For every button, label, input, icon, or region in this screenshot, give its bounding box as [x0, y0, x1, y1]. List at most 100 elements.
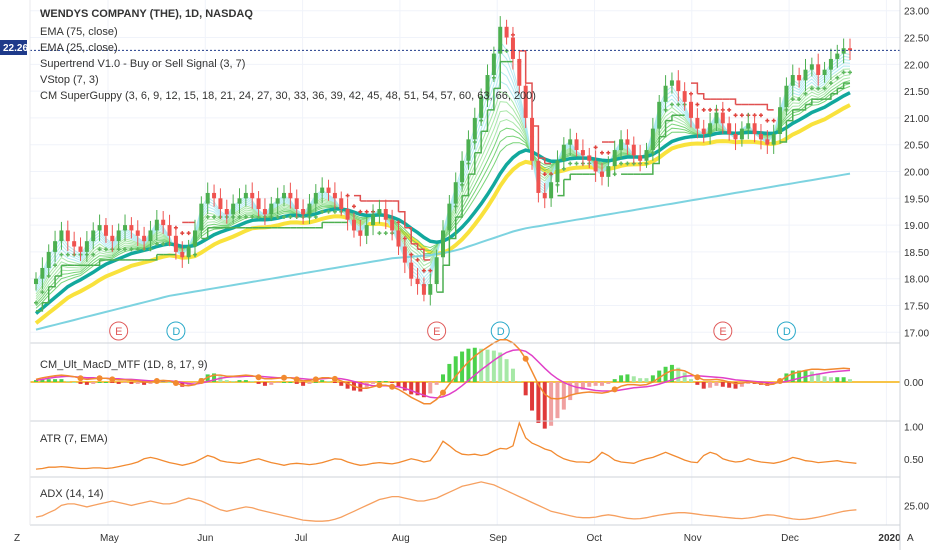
candle-body[interactable]: [555, 160, 560, 183]
macd-histogram-bar[interactable]: [65, 381, 70, 383]
candle-body[interactable]: [720, 112, 725, 124]
macd-histogram-bar[interactable]: [396, 382, 401, 387]
candle-body[interactable]: [510, 37, 515, 59]
macd-histogram-bar[interactable]: [371, 382, 376, 384]
candle-body[interactable]: [778, 107, 783, 134]
macd-histogram-bar[interactable]: [415, 382, 420, 396]
candle-body[interactable]: [345, 209, 350, 220]
macd-histogram-bar[interactable]: [549, 382, 554, 426]
macd-histogram-bar[interactable]: [256, 382, 261, 384]
macd-cross-dot[interactable]: [440, 389, 446, 396]
macd-cross-dot[interactable]: [172, 380, 179, 387]
macd-histogram-bar[interactable]: [491, 350, 496, 382]
macd-cross-dot[interactable]: [312, 376, 319, 383]
candle-body[interactable]: [498, 26, 503, 54]
candle-body[interactable]: [848, 48, 852, 51]
macd-histogram-bar[interactable]: [689, 379, 694, 382]
macd-histogram-bar[interactable]: [720, 382, 725, 387]
legend-ema25[interactable]: EMA (25, close): [40, 42, 118, 54]
macd-histogram-bar[interactable]: [739, 382, 744, 387]
candle-body[interactable]: [790, 75, 795, 86]
candle-body[interactable]: [695, 117, 700, 129]
candle-body[interactable]: [625, 139, 630, 145]
candle-body[interactable]: [580, 150, 585, 156]
candle-body[interactable]: [644, 150, 649, 161]
macd-cross-dot[interactable]: [198, 377, 205, 384]
macd-histogram-bar[interactable]: [631, 376, 636, 382]
macd-histogram-bar[interactable]: [835, 377, 840, 382]
candle-body[interactable]: [434, 257, 439, 285]
event-marker[interactable]: [166, 321, 186, 341]
candle-body[interactable]: [708, 123, 713, 134]
candle-body[interactable]: [441, 230, 445, 258]
macd-histogram-bar[interactable]: [123, 382, 128, 383]
macd-histogram-bar[interactable]: [523, 382, 528, 396]
candle-body[interactable]: [504, 26, 509, 38]
macd-histogram-bar[interactable]: [243, 380, 248, 382]
candle-body[interactable]: [243, 192, 248, 199]
macd-histogram-bar[interactable]: [383, 381, 388, 383]
macd-histogram-bar[interactable]: [612, 379, 617, 382]
candle-body[interactable]: [282, 192, 287, 199]
candle-body[interactable]: [212, 192, 217, 199]
macd-histogram-bar[interactable]: [237, 380, 242, 382]
candle-body[interactable]: [371, 214, 376, 226]
candle-body[interactable]: [568, 139, 573, 145]
candle-body[interactable]: [587, 155, 592, 161]
macd-histogram-bar[interactable]: [97, 382, 102, 383]
macd-histogram-bar[interactable]: [479, 348, 484, 382]
candle-body[interactable]: [771, 133, 776, 145]
macd-histogram-bar[interactable]: [733, 382, 738, 389]
candle-body[interactable]: [358, 230, 363, 236]
macd-histogram-bar[interactable]: [822, 376, 827, 382]
candle-body[interactable]: [536, 160, 541, 193]
candle-body[interactable]: [689, 101, 694, 118]
legend-supertrend[interactable]: Supertrend V1.0 - Buy or Sell Signal (3,…: [40, 58, 245, 70]
macd-histogram-bar[interactable]: [619, 375, 624, 382]
macd-cross-dot[interactable]: [77, 375, 84, 382]
candle-body[interactable]: [396, 230, 401, 247]
macd-histogram-bar[interactable]: [288, 382, 293, 383]
candle-body[interactable]: [103, 225, 108, 236]
candle-body[interactable]: [332, 192, 337, 199]
candle-body[interactable]: [307, 203, 312, 215]
candle-body[interactable]: [752, 123, 757, 134]
candle-body[interactable]: [460, 160, 465, 183]
atr-line[interactable]: [35, 421, 857, 470]
macd-histogram-bar[interactable]: [326, 381, 331, 383]
event-marker[interactable]: [713, 321, 733, 341]
candle-body[interactable]: [574, 139, 579, 151]
macd-histogram-bar[interactable]: [453, 356, 458, 382]
macd-cross-dot[interactable]: [694, 374, 701, 381]
candle-body[interactable]: [758, 133, 763, 140]
candle-body[interactable]: [59, 230, 64, 242]
candle-body[interactable]: [91, 230, 96, 242]
legend-ema75[interactable]: EMA (75, close): [40, 26, 118, 38]
candle-body[interactable]: [148, 230, 153, 242]
atr-pane[interactable]: [35, 421, 857, 470]
auto-scale-button[interactable]: A: [907, 533, 914, 544]
macd-histogram-bar[interactable]: [498, 352, 503, 382]
macd-histogram-bar[interactable]: [34, 380, 38, 382]
candle-body[interactable]: [237, 198, 242, 204]
macd-histogram-bar[interactable]: [72, 382, 77, 383]
candle-body[interactable]: [491, 53, 496, 76]
candle-body[interactable]: [485, 75, 490, 97]
macd-histogram-bar[interactable]: [390, 382, 395, 383]
macd-histogram-bar[interactable]: [46, 379, 51, 382]
candle-body[interactable]: [205, 192, 210, 204]
macd-cross-dot[interactable]: [96, 375, 103, 382]
candle-body[interactable]: [339, 198, 344, 210]
candle-body[interactable]: [650, 128, 655, 151]
candle-body[interactable]: [733, 133, 738, 140]
event-marker[interactable]: [776, 321, 796, 341]
macd-histogram-bar[interactable]: [816, 373, 821, 382]
candle-body[interactable]: [816, 64, 821, 76]
macd-histogram-bar[interactable]: [224, 380, 229, 382]
candle-body[interactable]: [269, 203, 274, 215]
candle-body[interactable]: [173, 235, 178, 252]
macd-histogram-bar[interactable]: [568, 382, 573, 401]
candle-body[interactable]: [135, 230, 140, 236]
candle-body[interactable]: [421, 284, 426, 295]
